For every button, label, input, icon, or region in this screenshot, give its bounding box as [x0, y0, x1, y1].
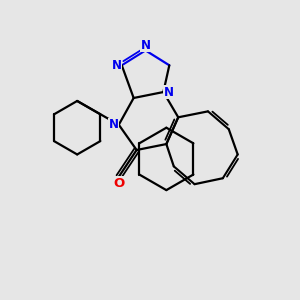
Text: N: N: [108, 118, 118, 131]
Text: N: N: [111, 59, 122, 72]
Text: N: N: [164, 85, 174, 98]
Text: O: O: [113, 177, 124, 190]
Text: N: N: [140, 39, 151, 52]
